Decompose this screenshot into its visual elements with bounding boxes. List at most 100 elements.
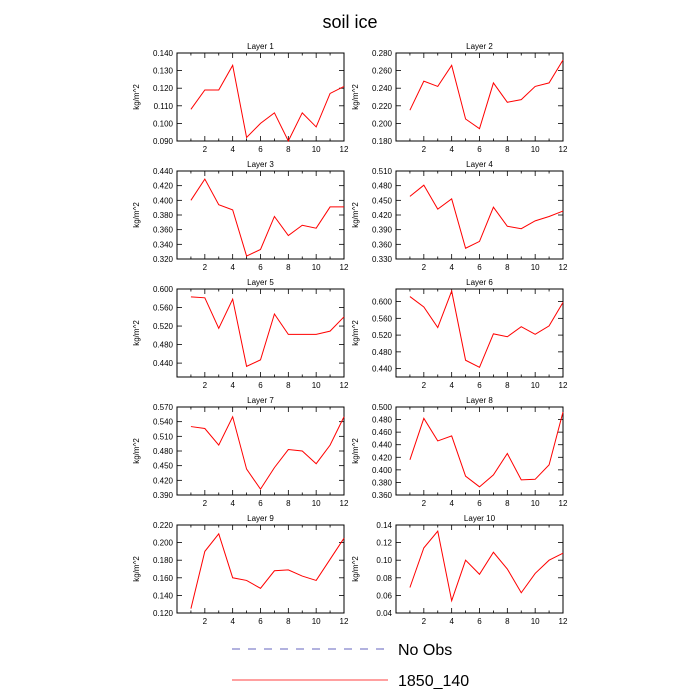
x-tick-label-layer-7: 12	[340, 499, 349, 508]
x-tick-label-layer-6: 4	[449, 381, 454, 390]
x-tick-label-layer-2: 8	[505, 145, 510, 154]
y-tick-label-layer-1: 0.090	[153, 137, 174, 146]
y-tick-label-layer-8: 0.380	[372, 478, 393, 487]
x-tick-label-layer-5: 8	[286, 381, 291, 390]
y-axis-label-layer-5: kg/m^2	[132, 320, 141, 346]
x-tick-label-layer-3: 10	[312, 263, 321, 272]
x-tick-label-layer-7: 4	[230, 499, 235, 508]
y-tick-label-layer-3: 0.440	[153, 167, 174, 176]
panel-title-layer-10: Layer 10	[464, 514, 496, 523]
legend-label-1850-140: 1850_140	[398, 673, 469, 690]
x-tick-label-layer-3: 4	[230, 263, 235, 272]
x-tick-label-layer-7: 6	[258, 499, 263, 508]
x-tick-label-layer-10: 6	[477, 617, 482, 626]
y-tick-label-layer-5: 0.440	[153, 359, 174, 368]
y-tick-label-layer-8: 0.440	[372, 441, 393, 450]
y-tick-label-layer-9: 0.200	[153, 539, 174, 548]
x-tick-label-layer-5: 4	[230, 381, 235, 390]
x-tick-label-layer-9: 10	[312, 617, 321, 626]
y-tick-label-layer-10: 0.08	[376, 574, 392, 583]
y-axis-label-layer-1: kg/m^2	[132, 84, 141, 110]
plot-frame-layer-8	[395, 406, 564, 496]
y-tick-label-layer-2: 0.180	[372, 137, 393, 146]
y-axis-label-layer-3: kg/m^2	[132, 202, 141, 228]
panel-title-layer-9: Layer 9	[247, 514, 274, 523]
y-axis-label-layer-2: kg/m^2	[351, 84, 360, 110]
y-tick-label-layer-4: 0.360	[372, 240, 393, 249]
y-tick-label-layer-2: 0.260	[372, 67, 393, 76]
x-tick-label-layer-5: 2	[203, 381, 208, 390]
y-tick-label-layer-3: 0.420	[153, 182, 174, 191]
y-tick-label-layer-2: 0.200	[372, 119, 393, 128]
y-tick-label-layer-5: 0.600	[153, 285, 174, 294]
x-tick-label-layer-4: 6	[477, 263, 482, 272]
panel-title-layer-6: Layer 6	[466, 278, 493, 287]
x-tick-label-layer-1: 8	[286, 145, 291, 154]
panel-layer-2: Layer 2 kg/m^2 0.180 0.200 0.220 0.240 0.260 0.…	[351, 42, 568, 154]
x-tick-label-layer-1: 6	[258, 145, 263, 154]
y-tick-label-layer-7: 0.390	[153, 491, 174, 500]
panel-layer-7: Layer 7 kg/m^2 0.390 0.420 0.450 0.480 0.510 0.…	[132, 396, 349, 508]
x-tick-label-layer-1: 2	[203, 145, 208, 154]
x-tick-label-layer-8: 6	[477, 499, 482, 508]
x-tick-label-layer-6: 8	[505, 381, 510, 390]
panel-title-layer-4: Layer 4	[466, 160, 493, 169]
y-tick-label-layer-7: 0.450	[153, 462, 174, 471]
x-tick-label-layer-4: 4	[449, 263, 454, 272]
y-tick-label-layer-8: 0.360	[372, 491, 393, 500]
x-tick-label-layer-6: 10	[531, 381, 540, 390]
y-tick-label-layer-4: 0.510	[372, 167, 393, 176]
panel-layer-4: Layer 4 kg/m^2 0.330 0.360 0.390 0.420 0.450 0.…	[351, 160, 568, 272]
y-tick-label-layer-5: 0.560	[153, 304, 174, 313]
x-tick-label-layer-7: 10	[312, 499, 321, 508]
y-tick-label-layer-9: 0.220	[153, 521, 174, 530]
x-tick-label-layer-8: 4	[449, 499, 454, 508]
x-tick-label-layer-7: 2	[203, 499, 208, 508]
panel-layer-6: Layer 6 kg/m^2 0.440 0.480 0.520 0.560 0.600 2 4…	[351, 278, 568, 390]
plot-frame-layer-10	[395, 524, 564, 614]
x-tick-label-layer-9: 8	[286, 617, 291, 626]
y-tick-label-layer-4: 0.450	[372, 196, 393, 205]
series-line-layer-4	[409, 184, 564, 249]
y-tick-label-layer-2: 0.280	[372, 49, 393, 58]
panel-title-layer-8: Layer 8	[466, 396, 493, 405]
x-tick-label-layer-9: 2	[203, 617, 208, 626]
series-line-layer-9	[190, 532, 345, 609]
y-tick-label-layer-10: 0.14	[376, 521, 392, 530]
plot-frame-layer-1	[176, 52, 345, 142]
x-tick-label-layer-2: 12	[559, 145, 568, 154]
y-tick-label-layer-6: 0.440	[372, 365, 393, 374]
x-tick-label-layer-10: 8	[505, 617, 510, 626]
x-tick-label-layer-4: 12	[559, 263, 568, 272]
x-tick-label-layer-10: 2	[422, 617, 427, 626]
y-axis-label-layer-7: kg/m^2	[132, 438, 141, 464]
y-tick-label-layer-2: 0.220	[372, 102, 393, 111]
y-axis-label-layer-6: kg/m^2	[351, 320, 360, 346]
x-tick-label-layer-4: 8	[505, 263, 510, 272]
x-tick-label-layer-8: 12	[559, 499, 568, 508]
y-tick-label-layer-6: 0.520	[372, 331, 393, 340]
y-tick-label-layer-8: 0.480	[372, 416, 393, 425]
y-tick-label-layer-2: 0.240	[372, 84, 393, 93]
x-tick-label-layer-4: 10	[531, 263, 540, 272]
y-tick-label-layer-6: 0.600	[372, 298, 393, 307]
legend: No Obs 1850_140	[232, 642, 469, 690]
y-tick-label-layer-1: 0.120	[153, 84, 174, 93]
y-tick-label-layer-3: 0.340	[153, 240, 174, 249]
x-tick-label-layer-10: 4	[449, 617, 454, 626]
panel-layer-10: Layer 10 kg/m^2 0.04 0.06 0.08 0.10 0.12 0.14 2 4…	[351, 514, 568, 626]
y-tick-label-layer-10: 0.04	[376, 609, 392, 618]
x-tick-label-layer-8: 2	[422, 499, 427, 508]
panel-layer-9: Layer 9 kg/m^2 0.120 0.140 0.160 0.180 0.200 0.…	[132, 514, 349, 626]
y-tick-label-layer-6: 0.560	[372, 314, 393, 323]
y-tick-label-layer-7: 0.540	[153, 418, 174, 427]
x-tick-label-layer-9: 12	[340, 617, 349, 626]
y-tick-label-layer-5: 0.520	[153, 322, 174, 331]
panel-layer-3: Layer 3 kg/m^2 0.320 0.340 0.360 0.380 0.400 0.…	[132, 160, 349, 272]
plot-frame-layer-5	[176, 288, 345, 378]
x-tick-label-layer-10: 10	[531, 617, 540, 626]
x-tick-label-layer-9: 6	[258, 617, 263, 626]
y-tick-label-layer-5: 0.480	[153, 341, 174, 350]
x-tick-label-layer-1: 10	[312, 145, 321, 154]
